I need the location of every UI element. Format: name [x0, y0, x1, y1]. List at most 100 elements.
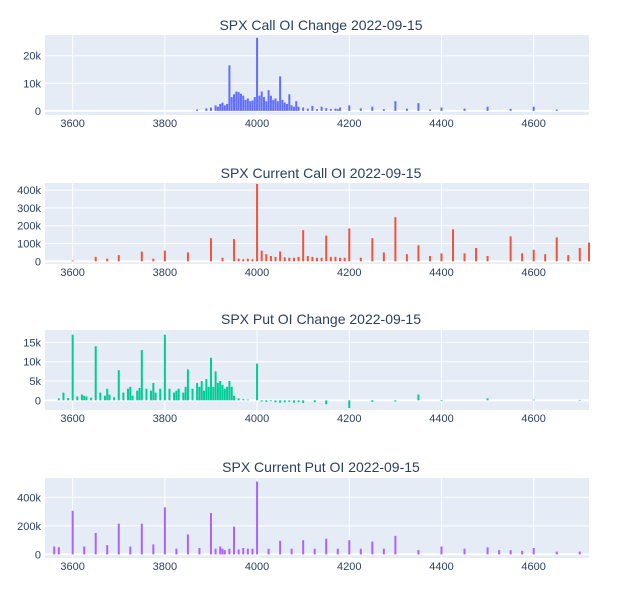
bar — [117, 523, 120, 555]
x-tick-label: 3800 — [153, 561, 177, 573]
bar — [306, 108, 309, 111]
x-tick-label: 3800 — [153, 267, 177, 279]
bar — [486, 106, 489, 111]
bar — [233, 239, 236, 262]
bar — [209, 357, 212, 401]
bar — [94, 256, 97, 262]
bar — [283, 102, 286, 111]
x-tick-label: 4600 — [521, 561, 545, 573]
bar — [302, 230, 305, 262]
bar — [90, 397, 93, 401]
x-tick-label: 4000 — [245, 561, 269, 573]
bar — [274, 400, 277, 403]
y-tick-label: 0 — [35, 106, 41, 118]
bar — [521, 550, 524, 555]
bar — [578, 399, 581, 401]
x-tick-label: 3800 — [153, 413, 177, 425]
bar — [57, 547, 60, 555]
bar — [237, 92, 240, 111]
bar — [509, 236, 512, 262]
bar — [371, 541, 374, 555]
bar — [173, 392, 176, 401]
bar — [371, 400, 374, 402]
bar — [246, 399, 249, 401]
bar — [394, 101, 397, 111]
bar — [256, 481, 259, 555]
bar — [154, 392, 157, 401]
bar — [486, 547, 489, 555]
x-tick-label: 4200 — [337, 118, 361, 130]
x-tick-label: 4400 — [429, 561, 453, 573]
bar — [256, 183, 259, 262]
bar — [339, 107, 342, 111]
bar — [221, 548, 224, 555]
y-tick-label: 10k — [23, 78, 41, 90]
bar — [214, 371, 217, 401]
bar — [237, 258, 240, 262]
y-tick-label: 100k — [17, 239, 41, 251]
bar — [325, 400, 328, 405]
bar — [182, 392, 185, 401]
y-tick-label: 15k — [23, 337, 41, 349]
bar — [228, 548, 231, 555]
bar — [276, 101, 279, 111]
bar — [129, 386, 132, 401]
bar — [152, 544, 155, 555]
bar — [348, 228, 351, 262]
bar — [230, 97, 233, 111]
bar — [265, 400, 268, 402]
bar — [313, 400, 316, 403]
y-tick-label: 0 — [35, 256, 41, 268]
bar — [244, 99, 247, 111]
bar — [239, 93, 242, 111]
bar — [198, 548, 201, 555]
bar — [417, 550, 420, 555]
bar — [509, 550, 512, 555]
bar — [251, 100, 254, 111]
bar — [256, 363, 259, 401]
bar — [302, 540, 305, 555]
bar — [207, 386, 210, 401]
bar — [281, 99, 284, 111]
bar — [226, 386, 229, 401]
bar — [219, 546, 222, 555]
bar — [221, 384, 224, 401]
y-tick-label: 20k — [23, 51, 41, 63]
bar — [219, 103, 222, 111]
bar — [348, 540, 351, 555]
bar — [76, 396, 79, 401]
bar — [297, 106, 300, 111]
bar — [221, 257, 224, 262]
chart-title: SPX Current Put OI 2022-09-15 — [222, 459, 420, 475]
x-tick-label: 4400 — [429, 413, 453, 425]
bar — [394, 535, 397, 555]
bar — [417, 245, 420, 262]
bar — [486, 255, 489, 262]
bar — [325, 108, 328, 111]
bar — [279, 540, 282, 555]
x-tick-label: 4400 — [429, 267, 453, 279]
bar — [302, 400, 305, 404]
bar — [99, 392, 102, 401]
y-tick-label: 400k — [17, 492, 41, 504]
chart-panel-3: SPX Put OI Change 2022-09-15 0 5k 10k 15k 360… — [23, 311, 589, 425]
bar — [235, 91, 238, 111]
bar — [223, 105, 226, 111]
bar — [216, 382, 219, 401]
y-tick-label: 10k — [23, 357, 41, 369]
bar — [279, 76, 282, 111]
bar — [440, 546, 443, 555]
x-tick-label: 4600 — [521, 118, 545, 130]
bar — [555, 237, 558, 262]
bar — [329, 108, 332, 111]
bar — [126, 388, 129, 401]
bar — [302, 107, 305, 111]
y-tick-label: 0 — [35, 549, 41, 561]
bar — [371, 238, 374, 262]
bar — [106, 545, 109, 555]
bar — [311, 256, 314, 262]
bar — [249, 101, 252, 111]
bar — [452, 229, 454, 262]
x-tick-label: 4200 — [337, 413, 361, 425]
chart-title: SPX Put OI Change 2022-09-15 — [221, 311, 421, 327]
